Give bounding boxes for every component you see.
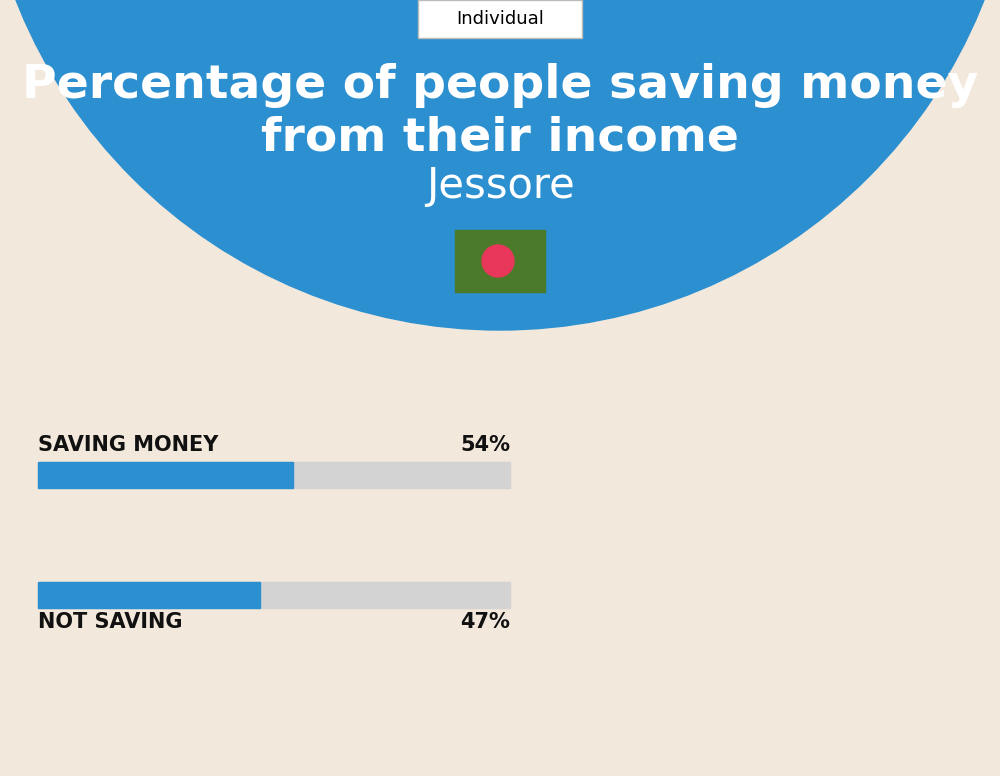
Bar (38, 462, 510, 488)
Text: Individual: Individual (456, 10, 544, 28)
Text: Jessore: Jessore (426, 165, 574, 207)
Bar (455, 230, 545, 292)
Text: 54%: 54% (460, 435, 510, 455)
Bar (38, 582, 260, 608)
FancyBboxPatch shape (418, 0, 582, 38)
Text: from their income: from their income (261, 116, 739, 161)
Ellipse shape (482, 245, 514, 277)
Circle shape (0, 0, 1000, 330)
Text: NOT SAVING: NOT SAVING (38, 612, 182, 632)
Bar (38, 582, 510, 608)
Bar (38, 462, 293, 488)
Text: 47%: 47% (460, 612, 510, 632)
Text: Percentage of people saving money: Percentage of people saving money (22, 63, 978, 108)
Text: SAVING MONEY: SAVING MONEY (38, 435, 218, 455)
